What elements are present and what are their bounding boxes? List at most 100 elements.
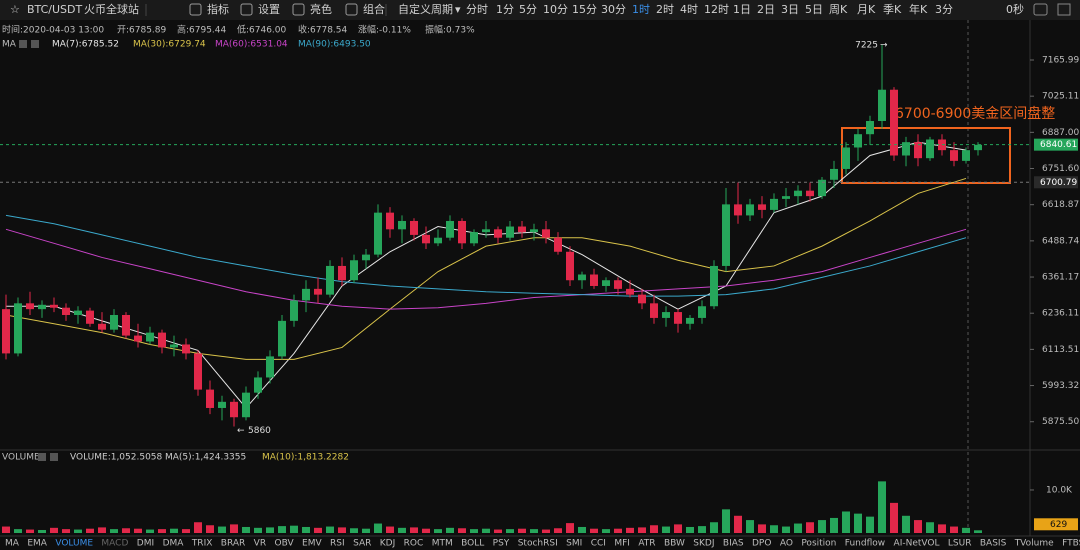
volume-bar — [218, 526, 226, 533]
dropdown-arrow[interactable]: ▾ — [455, 3, 461, 16]
period[interactable]: 4时 — [680, 3, 698, 16]
info-field: 高:6795.44 — [177, 24, 227, 36]
button-icon[interactable] — [189, 3, 202, 16]
indicator-tab[interactable]: FTBS — [1062, 539, 1080, 549]
candle-body — [566, 251, 574, 281]
period[interactable]: 2日 — [757, 3, 775, 16]
indicator-tab[interactable]: Position — [801, 539, 836, 549]
candle-body — [206, 389, 214, 408]
button-icon[interactable] — [345, 3, 358, 16]
indicator-tab[interactable]: SAR — [353, 539, 371, 549]
period[interactable]: 分时 — [466, 3, 488, 16]
candle-body — [902, 142, 910, 156]
indicator-tab[interactable]: MTM — [432, 539, 453, 549]
period[interactable]: 月K — [857, 3, 876, 16]
ma-line — [5, 177, 967, 360]
indicator-tab[interactable]: EMA — [27, 539, 47, 549]
indicator-tab[interactable]: RSI — [330, 539, 345, 549]
indicator-tab[interactable]: BRAR — [221, 539, 245, 549]
indicator-tab[interactable]: SKDJ — [693, 539, 714, 549]
button-icon[interactable] — [292, 3, 305, 16]
candle-body — [290, 300, 298, 321]
indicator-tab[interactable]: MA — [5, 539, 20, 549]
indicator-tab[interactable]: VOLUME — [55, 539, 93, 549]
candle-body — [146, 332, 154, 342]
camera-icon[interactable] — [1033, 3, 1048, 16]
indicator-tab[interactable]: ATR — [638, 539, 655, 549]
indicator-tab[interactable]: LSUR — [948, 539, 972, 549]
indicator-tab[interactable]: KDJ — [380, 539, 396, 549]
period[interactable]: 1时 — [632, 3, 650, 16]
fullscreen-icon[interactable] — [1057, 3, 1071, 16]
y-tick-label: 5993.32 — [1042, 381, 1079, 391]
indicator-tab[interactable]: TRIX — [191, 539, 213, 549]
candle-body — [818, 179, 826, 197]
indicator-tab[interactable]: DMA — [163, 539, 185, 549]
symbol[interactable]: BTC/USDT — [27, 3, 83, 16]
indicator-label: MA — [2, 40, 17, 50]
period[interactable]: 1分 — [496, 3, 514, 16]
period[interactable]: 15分 — [572, 3, 597, 16]
period[interactable]: 10分 — [543, 3, 568, 16]
volume-legend: MA(5):1,424.3355 — [165, 453, 246, 463]
candle-body — [362, 254, 370, 261]
indicator-tab[interactable]: BBW — [664, 539, 685, 549]
period[interactable]: 3分 — [935, 3, 953, 16]
candle-body — [722, 204, 730, 266]
period[interactable]: 5日 — [805, 3, 823, 16]
candle-body — [686, 317, 694, 324]
period[interactable]: 周K — [829, 3, 848, 16]
toolbar-button[interactable]: 设置 — [258, 3, 280, 16]
indicator-tab[interactable]: PSY — [493, 539, 510, 549]
period[interactable]: 30分 — [601, 3, 626, 16]
volume-tick-label: 10.0K — [1046, 485, 1073, 495]
indicator-tab[interactable]: StochRSI — [518, 539, 558, 549]
candle-body — [578, 274, 586, 281]
indicator-tab[interactable]: AI-NetVOL — [894, 539, 940, 549]
volume-bar — [434, 529, 442, 533]
candle-body — [950, 150, 958, 161]
indicator-tab[interactable]: CCI — [591, 539, 606, 549]
indicator-tab[interactable]: MACD — [101, 539, 128, 549]
toolbar-button[interactable]: 亮色 — [310, 2, 332, 16]
toolbar-button[interactable]: 组合 — [363, 2, 385, 16]
indicator-tab[interactable]: AO — [780, 539, 793, 549]
period[interactable]: 年K — [909, 2, 928, 16]
indicator-tab[interactable]: BOLL — [461, 539, 484, 549]
indicator-tab[interactable]: ROC — [404, 539, 424, 549]
candle-body — [62, 307, 70, 315]
indicator-tab[interactable]: EMV — [302, 539, 322, 549]
candle-body — [794, 190, 802, 197]
indicator-tab[interactable]: SMI — [566, 539, 582, 549]
indicator-tab[interactable]: Fundflow — [845, 539, 885, 549]
indicator-tab[interactable]: MFI — [614, 539, 630, 549]
star-icon[interactable]: ☆ — [10, 3, 20, 16]
candle-body — [626, 288, 634, 295]
indicator-tab[interactable]: VR — [254, 539, 266, 549]
candle-body — [434, 237, 442, 244]
period[interactable]: 2时 — [656, 3, 674, 16]
period[interactable]: 3日 — [781, 3, 799, 16]
volume-bar — [110, 529, 118, 533]
period[interactable]: 1日 — [733, 3, 751, 16]
candle-body — [194, 353, 202, 390]
candle-body — [50, 304, 58, 308]
indicator-tab[interactable]: DPO — [752, 539, 771, 549]
indicator-tab[interactable]: OBV — [275, 539, 295, 549]
icon — [50, 453, 58, 461]
volume-bar — [26, 529, 34, 533]
volume-bar — [830, 517, 838, 533]
indicator-tab[interactable]: BASIS — [980, 539, 1007, 549]
candle-body — [134, 335, 142, 342]
volume-bar — [158, 529, 166, 533]
button-icon[interactable] — [240, 3, 253, 16]
candle-body — [422, 234, 430, 244]
indicator-tab[interactable]: BIAS — [723, 539, 744, 549]
period[interactable]: 5分 — [519, 3, 537, 16]
indicator-tab[interactable]: TVolume — [1014, 539, 1054, 549]
indicator-tab[interactable]: DMI — [137, 539, 154, 549]
period[interactable]: 12时 — [704, 3, 729, 16]
period[interactable]: 季K — [883, 3, 902, 16]
custom-period[interactable]: 自定义周期 — [398, 2, 453, 16]
toolbar-button[interactable]: 指标 — [207, 2, 229, 16]
